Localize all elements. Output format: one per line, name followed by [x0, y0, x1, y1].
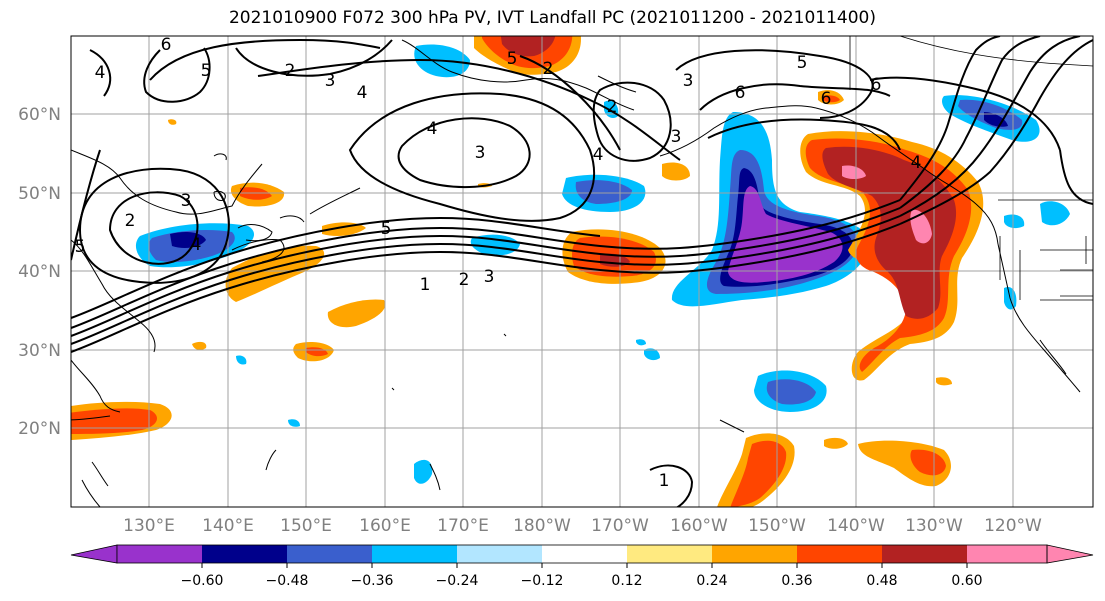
contour-label-2: 2 [125, 211, 136, 231]
contour-label-2: 2 [607, 97, 618, 117]
contour-label-2: 2 [543, 59, 554, 79]
colorbar-extend-high [1046, 544, 1094, 564]
contour-label-1: 1 [659, 471, 670, 491]
colorbar-ticks [201, 563, 968, 568]
colorbar-extend-low [70, 544, 118, 564]
contour-label-5: 5 [381, 219, 392, 239]
contour-label-4: 4 [593, 145, 604, 165]
contour-label-4: 4 [191, 235, 202, 255]
contour-label-5: 5 [75, 237, 86, 257]
contour-label-6: 6 [821, 89, 832, 109]
colorbar-frame [116, 544, 1048, 564]
colorbar-tick-labels: −0.60 −0.48 −0.36 −0.24 −0.12 0.12 0.24 … [181, 573, 983, 589]
contour-label-4: 4 [357, 83, 368, 103]
lon-label-170e: 170°E [437, 516, 489, 536]
colorbar-tick-label: −0.12 [521, 573, 564, 589]
lon-label-140e: 140°E [202, 516, 254, 536]
contour-label-3: 3 [484, 267, 495, 287]
lat-label-20n: 20°N [18, 419, 61, 439]
lat-label-60n: 60°N [18, 105, 61, 125]
colorbar-tick-label: 0.24 [696, 573, 727, 589]
gridlines [71, 36, 1093, 507]
colorbar-segment [202, 545, 287, 563]
pv-positive-small [168, 90, 952, 386]
contour-label-3: 3 [181, 191, 192, 211]
contour-label-5: 5 [797, 53, 808, 73]
lat-label-30n: 30°N [18, 341, 61, 361]
lon-label-160e: 160°E [359, 516, 411, 536]
colorbar-tick-label: −0.48 [266, 573, 309, 589]
lon-label-150e: 150°E [280, 516, 332, 536]
colorbar-tick-label: −0.36 [351, 573, 394, 589]
colorbar-segment [457, 545, 542, 563]
contour-label-2: 2 [459, 270, 470, 290]
pv-positive-anomaly-north [474, 36, 581, 75]
colorbar-segment [967, 545, 1047, 563]
colorbar-segment [542, 545, 627, 563]
lon-label-140w: 140°W [827, 516, 885, 536]
contour-label-4: 4 [95, 63, 106, 83]
colorbar-tick-label: 0.60 [951, 573, 982, 589]
contour-label-5: 5 [507, 49, 518, 69]
colorbar: −0.60 −0.48 −0.36 −0.24 −0.12 0.12 0.24 … [70, 544, 1094, 589]
contour-label-5: 5 [201, 61, 212, 81]
contour-labels: 1 2 3 5 3 4 4 3 2 5 6 4 3 2 4 5 5 2 3 3 [75, 35, 922, 491]
colorbar-tick-label: 0.12 [611, 573, 642, 589]
lon-label-130e: 130°E [123, 516, 175, 536]
colorbar-tick-label: −0.60 [181, 573, 224, 589]
lon-label-150w: 150°W [748, 516, 806, 536]
longitude-labels: 130°E 140°E 150°E 160°E 170°E 180°W 170°… [123, 516, 1042, 536]
lon-label-170w: 170°W [591, 516, 649, 536]
colorbar-tick-label: 0.36 [781, 573, 812, 589]
contour-label-3: 3 [671, 127, 682, 147]
contour-label-3: 3 [683, 71, 694, 91]
contour-label-1: 1 [420, 275, 431, 295]
contour-label-6: 6 [161, 35, 172, 55]
colorbar-segment [372, 545, 457, 563]
latitude-labels: 60°N 50°N 40°N 30°N 20°N [18, 105, 61, 439]
colorbar-tick-label: 0.48 [866, 573, 897, 589]
coastlines [71, 39, 1081, 507]
contour-label-2: 2 [285, 61, 296, 81]
colorbar-segment [287, 545, 372, 563]
lon-label-160w: 160°W [670, 516, 728, 536]
lon-label-180w: 180°W [513, 516, 571, 536]
map-frame [70, 35, 1094, 508]
pv-positive-anomaly-south [717, 433, 951, 507]
contour-label-3: 3 [475, 143, 486, 163]
lon-label-130w: 130°W [905, 516, 963, 536]
colorbar-tick-label: −0.24 [436, 573, 479, 589]
contour-label-4: 4 [427, 119, 438, 139]
lat-label-50n: 50°N [18, 184, 61, 204]
colorbar-segment [797, 545, 882, 563]
colorbar-segment [117, 545, 202, 563]
contour-label-6: 6 [871, 75, 882, 95]
contour-label-3: 3 [325, 71, 336, 91]
map-content: 1 2 3 5 3 4 4 3 2 5 6 4 3 2 4 5 5 2 3 3 [71, 35, 1093, 507]
contour-lines [71, 36, 1093, 507]
contour-label-4: 4 [911, 153, 922, 173]
colorbar-segment [627, 545, 712, 563]
contour-label-6: 6 [735, 83, 746, 103]
figure-title: 2021010900 F072 300 hPa PV, IVT Landfall… [228, 8, 876, 28]
colorbar-segment [712, 545, 797, 563]
colorbar-segment [882, 545, 967, 563]
lat-label-40n: 40°N [18, 262, 61, 282]
lon-label-120w: 120°W [984, 516, 1042, 536]
pv-positive-band-west [192, 182, 386, 362]
